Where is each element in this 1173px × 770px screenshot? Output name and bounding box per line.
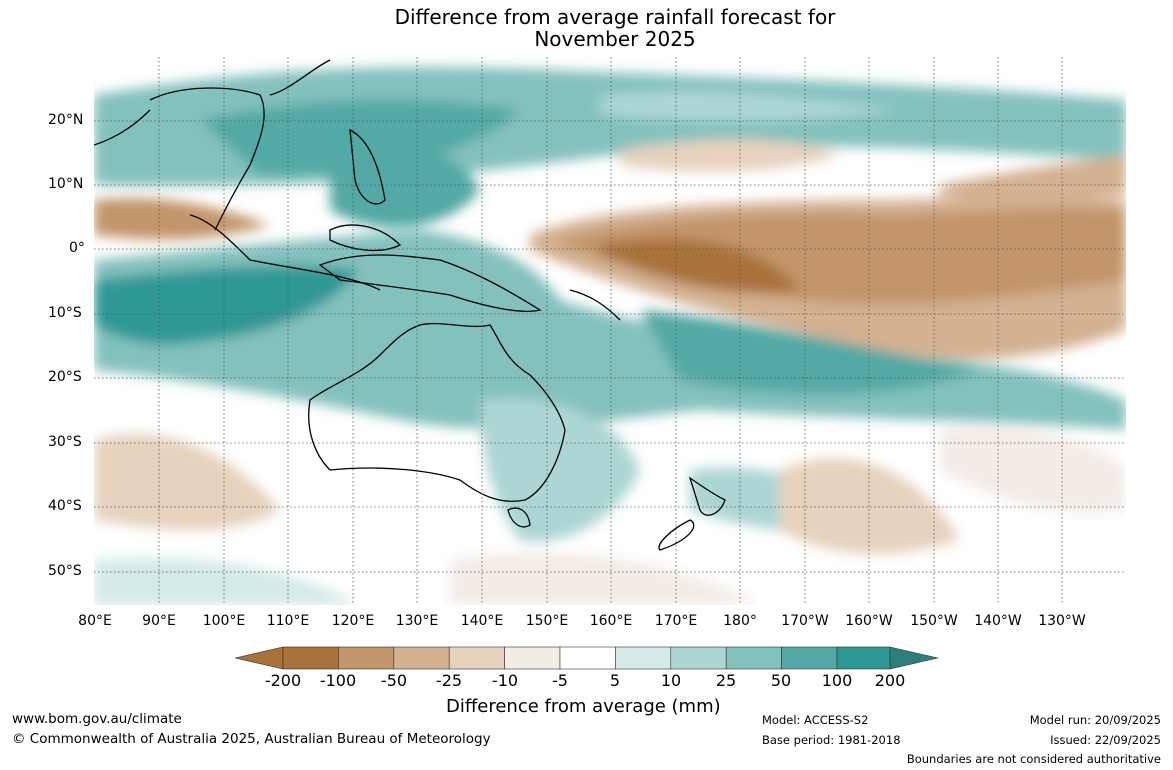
lon-label: 160°E xyxy=(589,613,633,629)
coastlines xyxy=(94,59,726,551)
colorbar-bin xyxy=(448,646,505,670)
colorbar-bin xyxy=(615,646,672,670)
colorbar-label: 100 xyxy=(821,671,853,690)
footer-base-period: Base period: 1981-2018 xyxy=(762,733,901,747)
lat-label: 10°N xyxy=(48,176,84,192)
lon-label: 130°E xyxy=(395,613,439,629)
lon-label: 120°E xyxy=(331,613,375,629)
colorbar-bin xyxy=(504,646,561,670)
colorbar-title: Difference from average (mm) xyxy=(446,696,721,717)
lon-label: 80°E xyxy=(78,613,112,629)
colorbar-label: 25 xyxy=(715,671,737,690)
lon-label: 140°E xyxy=(460,613,504,629)
lat-label: 20°S xyxy=(48,369,82,385)
map-panel xyxy=(94,57,1126,605)
footer-url: www.bom.gov.au/climate xyxy=(12,711,182,727)
lon-label: 180° xyxy=(723,613,757,629)
colorbar-extend-high xyxy=(889,646,939,670)
colorbar-label: -25 xyxy=(435,671,463,690)
colorbar-bin xyxy=(836,646,891,670)
lon-label: 130°W xyxy=(1038,613,1086,629)
lon-label: 160°W xyxy=(845,613,893,629)
lon-label: 170°W xyxy=(781,613,829,629)
lon-label: 150°W xyxy=(910,613,958,629)
colorbar-bin xyxy=(338,646,395,670)
colorbar-label: -10 xyxy=(491,671,519,690)
lat-label: 40°S xyxy=(48,498,82,514)
colorbar-bin xyxy=(559,646,616,670)
colorbar-label: 200 xyxy=(874,671,906,690)
footer-issued: Issued: 22/09/2025 xyxy=(1050,733,1161,747)
colorbar-bin xyxy=(282,646,339,670)
colorbar-bin xyxy=(725,646,782,670)
footer-model-run: Model run: 20/09/2025 xyxy=(1029,713,1161,727)
lat-label: 30°S xyxy=(48,434,82,450)
lon-label: 100°E xyxy=(202,613,246,629)
lon-label: 170°E xyxy=(654,613,698,629)
lat-label: 50°S xyxy=(48,563,82,579)
colorbar-bin xyxy=(393,646,450,670)
lat-label: 10°S xyxy=(48,305,82,321)
colorbar-label: -200 xyxy=(264,671,302,690)
map-title-line2: November 2025 xyxy=(534,27,696,51)
map-title-line1: Difference from average rainfall forecas… xyxy=(394,5,836,29)
lon-label: 140°W xyxy=(974,613,1022,629)
colorbar-label: 10 xyxy=(660,671,682,690)
colorbar-label: -5 xyxy=(552,671,568,690)
colorbar-label: -50 xyxy=(380,671,408,690)
footer-copyright: © Commonwealth of Australia 2025, Austra… xyxy=(12,731,491,747)
colorbar-label: 5 xyxy=(609,671,621,690)
colorbar-extend-low xyxy=(234,646,284,670)
colorbar-label: -100 xyxy=(319,671,357,690)
footer-disclaimer: Boundaries are not considered authoritat… xyxy=(906,752,1161,766)
lat-label: 20°N xyxy=(48,112,84,128)
lon-label: 150°E xyxy=(525,613,569,629)
colorbar-bin xyxy=(781,646,838,670)
colorbar xyxy=(234,646,939,670)
graticule xyxy=(94,57,1126,605)
lon-label: 90°E xyxy=(142,613,176,629)
colorbar-label: 50 xyxy=(770,671,792,690)
colorbar-bin xyxy=(670,646,727,670)
footer-model: Model: ACCESS-S2 xyxy=(762,713,869,727)
lat-label: 0° xyxy=(69,240,85,256)
lon-label: 110°E xyxy=(266,613,310,629)
